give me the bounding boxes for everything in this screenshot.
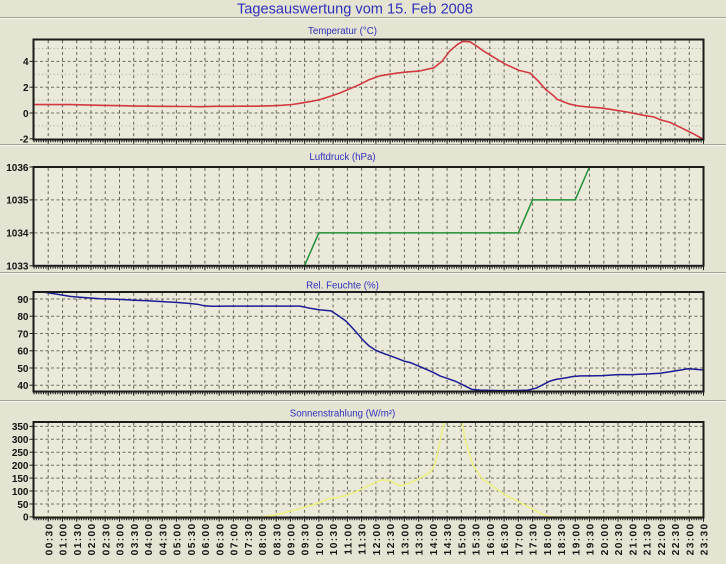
svg-text:1034: 1034 — [6, 229, 29, 240]
svg-text:150: 150 — [12, 474, 29, 485]
svg-text:04:00: 04:00 — [144, 523, 155, 556]
svg-text:Luftdruck (hPa): Luftdruck (hPa) — [309, 152, 375, 163]
svg-text:4: 4 — [23, 57, 29, 68]
svg-text:17:00: 17:00 — [514, 523, 525, 556]
svg-text:06:30: 06:30 — [215, 523, 226, 556]
svg-text:23:30: 23:30 — [700, 523, 711, 556]
svg-text:18:30: 18:30 — [557, 523, 568, 556]
svg-text:12:30: 12:30 — [386, 523, 397, 556]
svg-text:22:00: 22:00 — [657, 523, 668, 556]
svg-text:11:30: 11:30 — [358, 523, 369, 555]
svg-text:19:30: 19:30 — [586, 523, 597, 556]
svg-text:200: 200 — [12, 461, 29, 472]
svg-text:16:00: 16:00 — [486, 523, 497, 556]
svg-text:100: 100 — [12, 487, 29, 498]
svg-text:03:00: 03:00 — [116, 523, 127, 556]
svg-text:05:30: 05:30 — [187, 523, 198, 556]
svg-text:80: 80 — [17, 312, 29, 323]
svg-text:1036: 1036 — [6, 163, 29, 174]
svg-text:20:30: 20:30 — [614, 523, 625, 556]
svg-text:300: 300 — [12, 435, 29, 446]
svg-text:-2: -2 — [20, 135, 29, 146]
svg-text:60: 60 — [17, 347, 29, 358]
svg-text:08:00: 08:00 — [258, 523, 269, 556]
svg-text:09:30: 09:30 — [301, 523, 312, 556]
svg-text:05:00: 05:00 — [173, 523, 184, 556]
svg-text:06:00: 06:00 — [201, 523, 212, 556]
svg-text:70: 70 — [17, 329, 29, 340]
svg-text:50: 50 — [17, 500, 29, 511]
svg-text:02:30: 02:30 — [101, 523, 112, 556]
svg-text:22:30: 22:30 — [671, 523, 682, 556]
svg-text:11:00: 11:00 — [344, 523, 355, 555]
svg-text:17:30: 17:30 — [529, 523, 540, 556]
svg-text:01:30: 01:30 — [73, 523, 84, 556]
svg-text:20:00: 20:00 — [600, 523, 611, 556]
svg-text:15:00: 15:00 — [457, 523, 468, 556]
svg-text:03:30: 03:30 — [130, 523, 141, 556]
svg-text:14:00: 14:00 — [429, 523, 440, 556]
svg-text:16:30: 16:30 — [500, 523, 511, 556]
svg-text:1033: 1033 — [6, 262, 29, 273]
svg-text:19:00: 19:00 — [571, 523, 582, 556]
svg-text:02:00: 02:00 — [87, 523, 98, 556]
svg-text:08:30: 08:30 — [272, 523, 283, 556]
svg-text:13:00: 13:00 — [401, 523, 412, 556]
svg-text:90: 90 — [17, 295, 29, 306]
svg-text:Temperatur (°C): Temperatur (°C) — [308, 26, 377, 37]
svg-text:07:00: 07:00 — [230, 523, 241, 556]
svg-text:12:00: 12:00 — [372, 523, 383, 556]
svg-text:Rel. Feuchte (%): Rel. Feuchte (%) — [306, 281, 379, 292]
svg-text:15:30: 15:30 — [472, 523, 483, 556]
svg-text:250: 250 — [12, 448, 29, 459]
svg-text:1035: 1035 — [6, 196, 29, 207]
svg-text:350: 350 — [12, 422, 29, 433]
svg-text:10:30: 10:30 — [329, 523, 340, 556]
svg-text:21:30: 21:30 — [643, 523, 654, 556]
svg-text:0: 0 — [23, 513, 29, 524]
svg-text:50: 50 — [17, 364, 29, 375]
svg-text:2: 2 — [23, 83, 29, 94]
svg-text:04:30: 04:30 — [158, 523, 169, 556]
svg-text:07:30: 07:30 — [244, 523, 255, 556]
svg-text:00:30: 00:30 — [44, 523, 55, 556]
svg-text:01:00: 01:00 — [59, 523, 70, 556]
svg-text:13:30: 13:30 — [415, 523, 426, 556]
svg-text:0: 0 — [23, 109, 29, 120]
svg-text:18:00: 18:00 — [543, 523, 554, 556]
svg-text:Sonnenstrahlung (W/m²): Sonnenstrahlung (W/m²) — [290, 408, 396, 419]
svg-text:14:30: 14:30 — [443, 523, 454, 556]
svg-text:Tagesauswertung vom 15. Feb 20: Tagesauswertung vom 15. Feb 2008 — [237, 2, 473, 18]
svg-text:21:00: 21:00 — [628, 523, 639, 556]
svg-text:23:00: 23:00 — [685, 523, 696, 556]
svg-text:10:00: 10:00 — [315, 523, 326, 556]
svg-text:09:00: 09:00 — [287, 523, 298, 556]
svg-text:40: 40 — [17, 381, 29, 392]
